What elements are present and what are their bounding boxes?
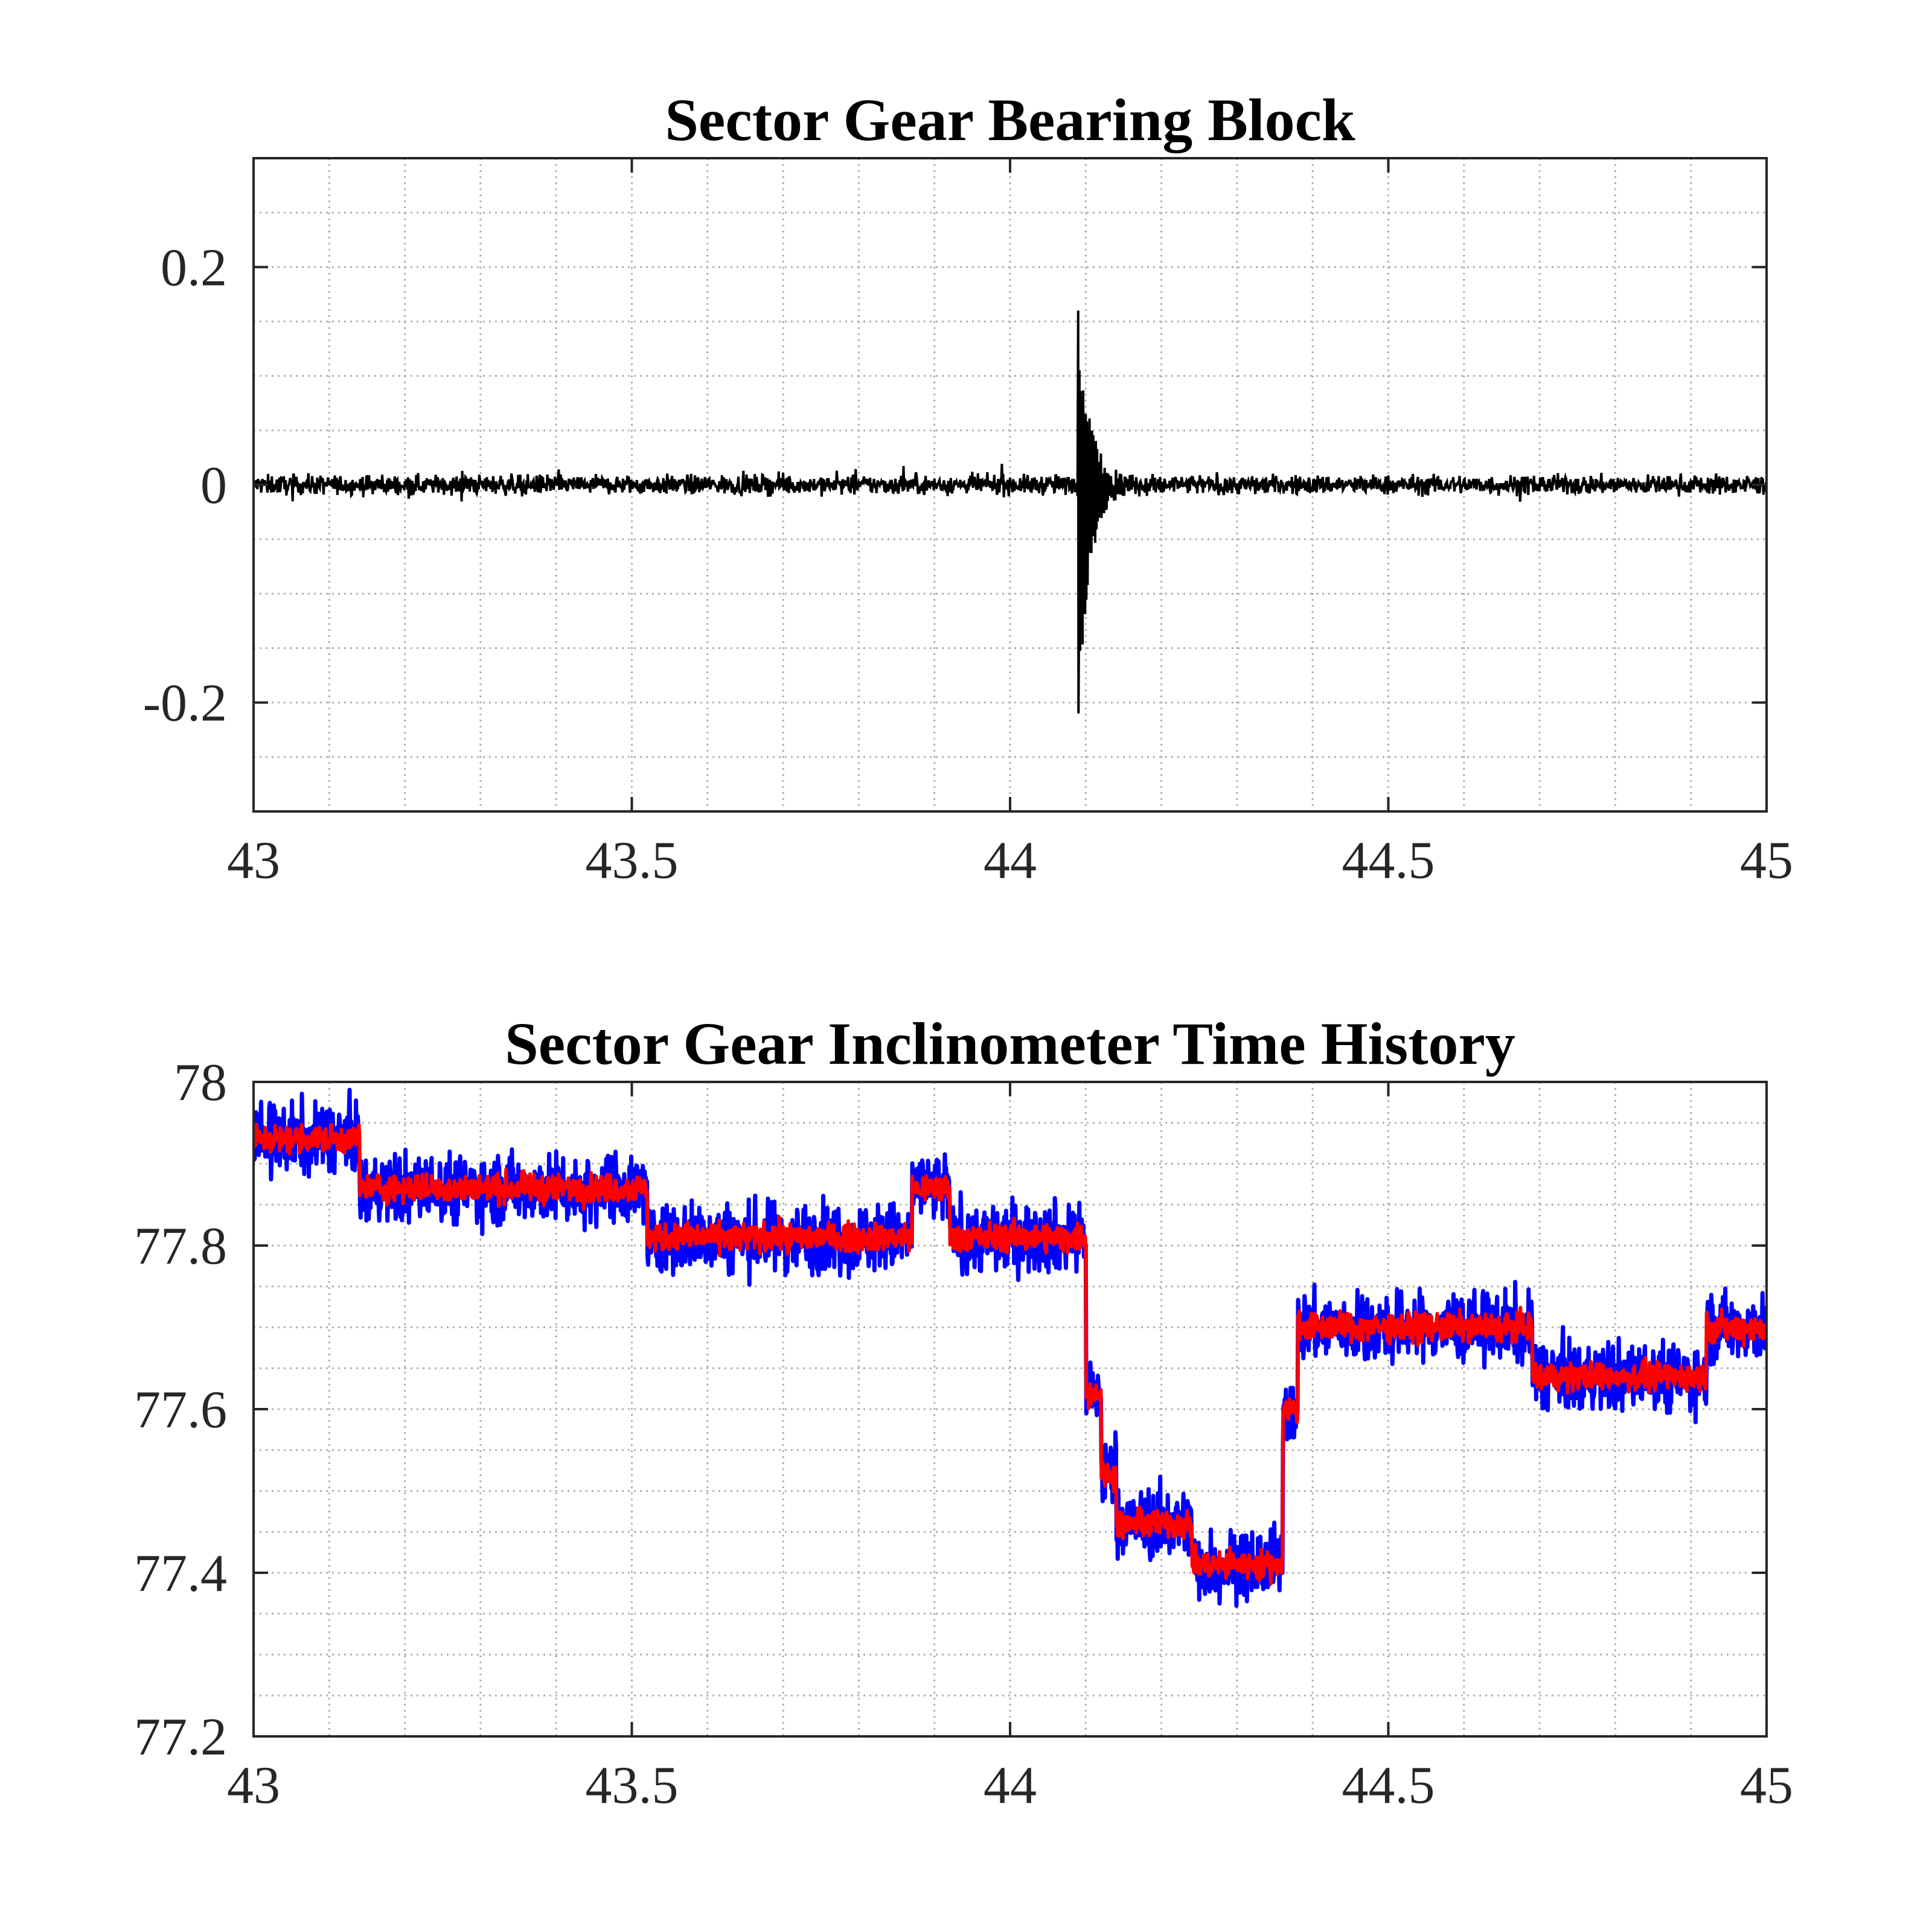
x-tick-label: 43 [227,1756,280,1815]
x-tick-label: 44 [984,831,1037,890]
x-tick-label: 45 [1740,1756,1793,1815]
x-tick-label: 44.5 [1342,1756,1435,1815]
chart-inclinometer: Sector Gear Inclinometer Time History 43… [134,1010,1793,1815]
y-tick-label: 78 [174,1054,227,1112]
y-tick-label: 77.4 [134,1544,227,1603]
chart-title: Sector Gear Inclinometer Time History [505,1010,1515,1077]
y-tick-label: 77.6 [134,1381,227,1439]
x-tick-label: 43.5 [586,831,679,890]
axes: 43 43.5 44 44.5 45 -0.2 0 0.2 [143,157,1793,890]
y-tick-label: 0 [200,456,227,515]
y-tick-label: 77.2 [134,1708,227,1767]
x-tick-label: 44.5 [1342,831,1435,890]
x-tick-label: 45 [1740,831,1793,890]
x-tick-label: 44 [984,1756,1037,1815]
series-line [254,310,1767,714]
axes: 43 43.5 44 44.5 45 77.2 77.4 77.6 77.8 78 [134,1054,1793,1815]
chart-title: Sector Gear Bearing Block [665,86,1355,153]
y-tick-label: -0.2 [143,674,227,733]
series-line-red [254,1122,1767,1586]
x-tick-label: 43.5 [586,1756,679,1815]
chart-bearing-block: Sector Gear Bearing Block 43 43.5 44 44.5 45… [143,86,1793,890]
plot-area [254,310,1767,714]
y-tick-label: 0.2 [161,238,227,297]
y-tick-label: 77.8 [134,1217,227,1276]
x-tick-label: 43 [227,831,280,890]
plot-area [254,1087,1767,1608]
